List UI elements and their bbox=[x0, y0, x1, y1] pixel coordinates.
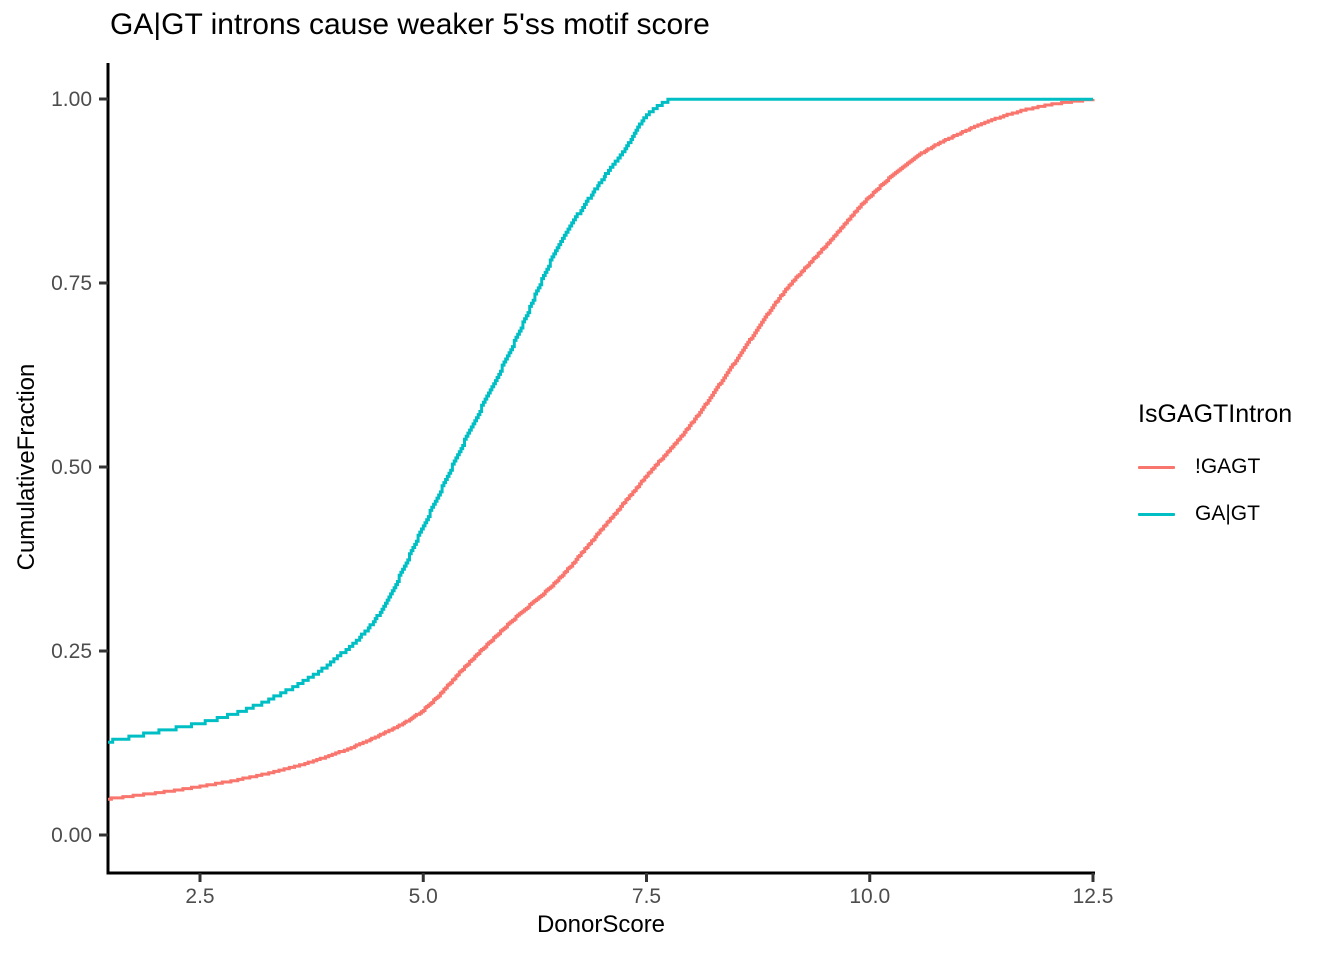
chart-title: GA|GT introns cause weaker 5'ss motif sc… bbox=[110, 8, 710, 41]
legend-label-not-gagt: !GAGT bbox=[1195, 455, 1261, 478]
ecdf-line-not-gagt bbox=[108, 98, 1095, 801]
x-tick-label: 2.5 bbox=[185, 885, 214, 908]
y-axis-title: CumulativeFraction bbox=[13, 363, 40, 571]
legend-item-not-gagt: !GAGT bbox=[1138, 453, 1292, 481]
legend-label-ga-gt: GA|GT bbox=[1195, 502, 1260, 525]
x-tick-label: 7.5 bbox=[632, 885, 661, 908]
x-axis-title: DonorScore bbox=[536, 911, 666, 938]
legend-title: IsGAGTIntron bbox=[1138, 400, 1293, 428]
legend-key-line-ga-gt bbox=[1138, 512, 1175, 516]
ecdf-line-ga-gt bbox=[108, 97, 1093, 744]
y-tick-label: 0.75 bbox=[51, 272, 92, 295]
y-tick-label: 0.50 bbox=[51, 456, 92, 479]
legend-item-ga-gt: GA|GT bbox=[1138, 500, 1292, 528]
y-tick-label: 1.00 bbox=[51, 88, 92, 111]
x-tick-label: 10.0 bbox=[849, 885, 890, 908]
legend: IsGAGTIntron !GAGT GA|GT bbox=[1138, 400, 1292, 547]
y-tick-label: 0.25 bbox=[51, 640, 92, 663]
legend-key-line-not-gagt bbox=[1138, 465, 1175, 469]
axis-lines bbox=[106, 63, 1095, 875]
x-tick-label: 12.5 bbox=[1073, 885, 1114, 908]
y-tick-label: 0.00 bbox=[51, 824, 92, 847]
x-tick-label: 5.0 bbox=[409, 885, 438, 908]
